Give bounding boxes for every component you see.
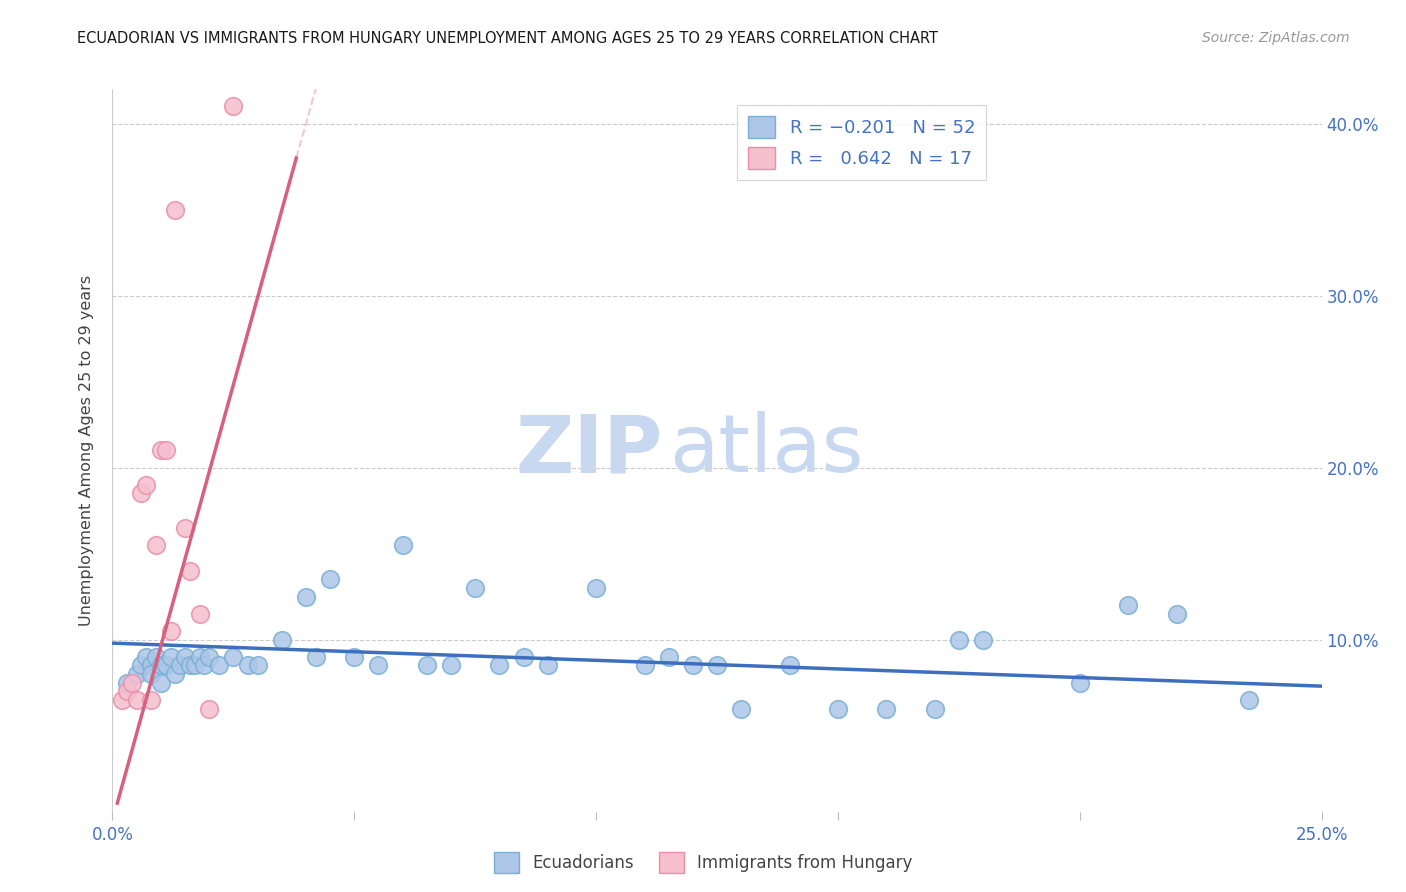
- Point: [188, 649, 211, 664]
- Point: [135, 649, 157, 664]
- Point: [488, 658, 510, 673]
- Point: [131, 486, 153, 500]
- Point: [155, 443, 177, 458]
- Point: [174, 521, 197, 535]
- Point: [682, 658, 704, 673]
- Point: [537, 658, 560, 673]
- Point: [149, 658, 172, 673]
- Point: [1116, 599, 1139, 613]
- Text: ECUADORIAN VS IMMIGRANTS FROM HUNGARY UNEMPLOYMENT AMONG AGES 25 TO 29 YEARS COR: ECUADORIAN VS IMMIGRANTS FROM HUNGARY UN…: [77, 31, 938, 46]
- Point: [1166, 607, 1188, 621]
- Point: [125, 693, 148, 707]
- Point: [149, 675, 172, 690]
- Point: [295, 590, 318, 604]
- Point: [304, 649, 326, 664]
- Point: [367, 658, 389, 673]
- Point: [585, 581, 607, 595]
- Text: Source: ZipAtlas.com: Source: ZipAtlas.com: [1202, 31, 1350, 45]
- Point: [135, 478, 157, 492]
- Point: [948, 632, 970, 647]
- Point: [706, 658, 728, 673]
- Point: [149, 443, 172, 458]
- Point: [1237, 693, 1260, 707]
- Point: [188, 607, 211, 621]
- Point: [875, 701, 897, 715]
- Point: [155, 658, 177, 673]
- Point: [972, 632, 994, 647]
- Point: [141, 667, 163, 681]
- Point: [174, 649, 197, 664]
- Point: [779, 658, 801, 673]
- Point: [111, 693, 134, 707]
- Point: [165, 202, 187, 217]
- Point: [319, 573, 342, 587]
- Point: [193, 658, 215, 673]
- Point: [131, 658, 153, 673]
- Y-axis label: Unemployment Among Ages 25 to 29 years: Unemployment Among Ages 25 to 29 years: [79, 275, 94, 626]
- Legend: Ecuadorians, Immigrants from Hungary: Ecuadorians, Immigrants from Hungary: [486, 846, 920, 880]
- Point: [208, 658, 231, 673]
- Point: [165, 667, 187, 681]
- Point: [198, 701, 221, 715]
- Point: [141, 693, 163, 707]
- Point: [246, 658, 269, 673]
- Point: [125, 667, 148, 681]
- Point: [440, 658, 463, 673]
- Point: [115, 684, 138, 698]
- Text: ZIP: ZIP: [516, 411, 662, 490]
- Point: [827, 701, 849, 715]
- Point: [145, 649, 167, 664]
- Point: [464, 581, 486, 595]
- Point: [222, 99, 245, 113]
- Point: [924, 701, 946, 715]
- Point: [633, 658, 655, 673]
- Point: [159, 649, 181, 664]
- Point: [145, 538, 167, 552]
- Point: [658, 649, 681, 664]
- Point: [1069, 675, 1091, 690]
- Point: [236, 658, 259, 673]
- Point: [222, 649, 245, 664]
- Point: [183, 658, 205, 673]
- Point: [270, 632, 292, 647]
- Point: [391, 538, 413, 552]
- Point: [121, 675, 143, 690]
- Point: [512, 649, 534, 664]
- Text: atlas: atlas: [669, 411, 863, 490]
- Point: [179, 564, 201, 578]
- Point: [159, 624, 181, 639]
- Point: [416, 658, 439, 673]
- Point: [115, 675, 138, 690]
- Point: [179, 658, 201, 673]
- Legend: R = −0.201   N = 52, R =   0.642   N = 17: R = −0.201 N = 52, R = 0.642 N = 17: [737, 105, 986, 180]
- Point: [730, 701, 752, 715]
- Point: [343, 649, 366, 664]
- Point: [141, 658, 163, 673]
- Point: [169, 658, 191, 673]
- Point: [198, 649, 221, 664]
